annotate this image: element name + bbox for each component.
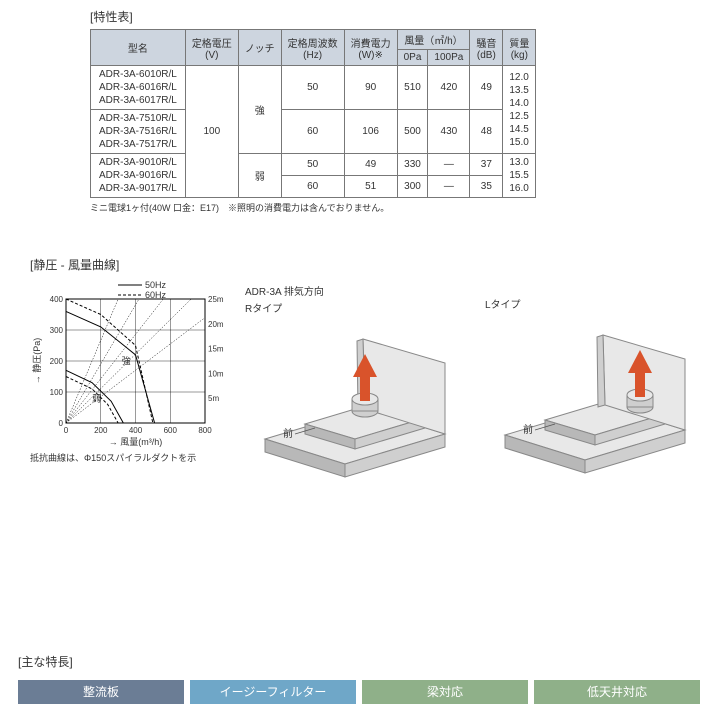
chart-note: 抵抗曲線は、Φ150スパイラルダクトを示 <box>30 451 235 464</box>
r0-a100: 420 <box>428 66 470 110</box>
iso-l-spacer <box>485 283 695 294</box>
r2-noise: 37 <box>470 154 503 176</box>
th-airflow-0: 0Pa <box>397 50 428 66</box>
svg-text:20m: 20m <box>208 320 224 329</box>
svg-text:100: 100 <box>50 388 64 397</box>
r3-noise: 35 <box>470 176 503 198</box>
r1-a100: 430 <box>428 110 470 154</box>
models-g1: ADR-3A-6010R/L ADR-3A-6016R/L ADR-3A-601… <box>91 66 186 110</box>
voltage-cell: 100 <box>185 66 238 198</box>
iso-heading: ADR-3A 排気方向 <box>245 283 455 298</box>
iso-r-block: ADR-3A 排気方向 Rタイプ 前 <box>245 283 455 482</box>
spec-table: 型名 定格電圧 (V) ノッチ 定格周波数 (Hz) 消費電力 (W)※ 風量（… <box>90 29 536 198</box>
th-noise: 騒音 (dB) <box>470 30 503 66</box>
notch-weak: 弱 <box>238 154 281 198</box>
r3-a100: — <box>428 176 470 198</box>
r0-freq: 50 <box>281 66 344 110</box>
svg-text:200: 200 <box>94 426 108 435</box>
r2-freq: 50 <box>281 154 344 176</box>
r2-power: 49 <box>344 154 397 176</box>
r2-a0: 330 <box>397 154 428 176</box>
svg-text:→ 風量(m³/h): → 風量(m³/h) <box>109 437 163 447</box>
chart-title: [静圧 - 風量曲線] <box>30 256 235 273</box>
r2-a100: — <box>428 154 470 176</box>
iso-r-label: Rタイプ <box>245 300 455 315</box>
th-mass: 質量 (kg) <box>503 30 536 66</box>
r1-power: 106 <box>344 110 397 154</box>
svg-text:前: 前 <box>523 423 533 436</box>
r0-a0: 510 <box>397 66 428 110</box>
r3-freq: 60 <box>281 176 344 198</box>
features-heading: [主な特長] <box>18 653 73 670</box>
chart-section: [静圧 - 風量曲線] 50Hz60Hz02004006008000100200… <box>30 248 235 464</box>
feature-pill: イージーフィルター <box>190 680 356 704</box>
table-note: ミニ電球1ヶ付(40W 口金：E17) ※照明の消費電力は含んでおりません。 <box>90 201 720 214</box>
th-voltage: 定格電圧 (V) <box>185 30 238 66</box>
svg-text:200: 200 <box>50 357 64 366</box>
svg-text:800: 800 <box>198 426 212 435</box>
svg-text:15m: 15m <box>208 345 224 354</box>
iso-l-svg: 前 <box>485 315 695 475</box>
notch-strong: 強 <box>238 66 281 154</box>
svg-text:300: 300 <box>50 326 64 335</box>
svg-text:弱: 弱 <box>92 393 101 403</box>
models-g2: ADR-3A-7510R/L ADR-3A-7516R/L ADR-3A-751… <box>91 110 186 154</box>
th-freq: 定格周波数 (Hz) <box>281 30 344 66</box>
th-airflow-100: 100Pa <box>428 50 470 66</box>
r3-a0: 300 <box>397 176 428 198</box>
svg-text:600: 600 <box>164 426 178 435</box>
svg-text:前: 前 <box>283 427 293 440</box>
svg-text:10m: 10m <box>208 369 224 378</box>
mass-g3: 13.0 15.5 16.0 <box>503 154 536 198</box>
r1-freq: 60 <box>281 110 344 154</box>
mass-g12: 12.0 13.5 14.0 12.5 14.5 15.0 <box>503 66 536 154</box>
feature-pill: 梁対応 <box>362 680 528 704</box>
th-airflow: 風量（㎥/h） <box>397 30 470 50</box>
r3-power: 51 <box>344 176 397 198</box>
r0-power: 90 <box>344 66 397 110</box>
pressure-flow-chart: 50Hz60Hz020040060080001002003004005m10m1… <box>30 277 235 447</box>
iso-l-label: Lタイプ <box>485 296 695 311</box>
th-power: 消費電力 (W)※ <box>344 30 397 66</box>
th-model: 型名 <box>91 30 186 66</box>
exhaust-diagrams: ADR-3A 排気方向 Rタイプ 前 Lタイプ 前 <box>245 283 695 482</box>
svg-text:強: 強 <box>122 355 131 366</box>
svg-text:25m: 25m <box>208 295 224 304</box>
iso-l-block: Lタイプ 前 <box>485 283 695 482</box>
iso-r-svg: 前 <box>245 319 455 479</box>
r1-a0: 500 <box>397 110 428 154</box>
svg-text:5m: 5m <box>208 394 219 403</box>
feature-pill: 低天井対応 <box>534 680 700 704</box>
svg-text:→ 静圧(Pa): → 静圧(Pa) <box>31 338 42 385</box>
r1-noise: 48 <box>470 110 503 154</box>
feature-pill: 整流板 <box>18 680 184 704</box>
models-g3: ADR-3A-9010R/L ADR-3A-9016R/L ADR-3A-901… <box>91 154 186 198</box>
svg-text:0: 0 <box>64 426 69 435</box>
svg-text:0: 0 <box>59 419 64 428</box>
features-bar: 整流板イージーフィルター梁対応低天井対応 <box>18 680 700 704</box>
th-notch: ノッチ <box>238 30 281 66</box>
svg-text:400: 400 <box>129 426 143 435</box>
svg-text:400: 400 <box>50 295 64 304</box>
r0-noise: 49 <box>470 66 503 110</box>
svg-text:50Hz: 50Hz <box>145 280 167 290</box>
spec-section-title: [特性表] <box>90 8 720 25</box>
